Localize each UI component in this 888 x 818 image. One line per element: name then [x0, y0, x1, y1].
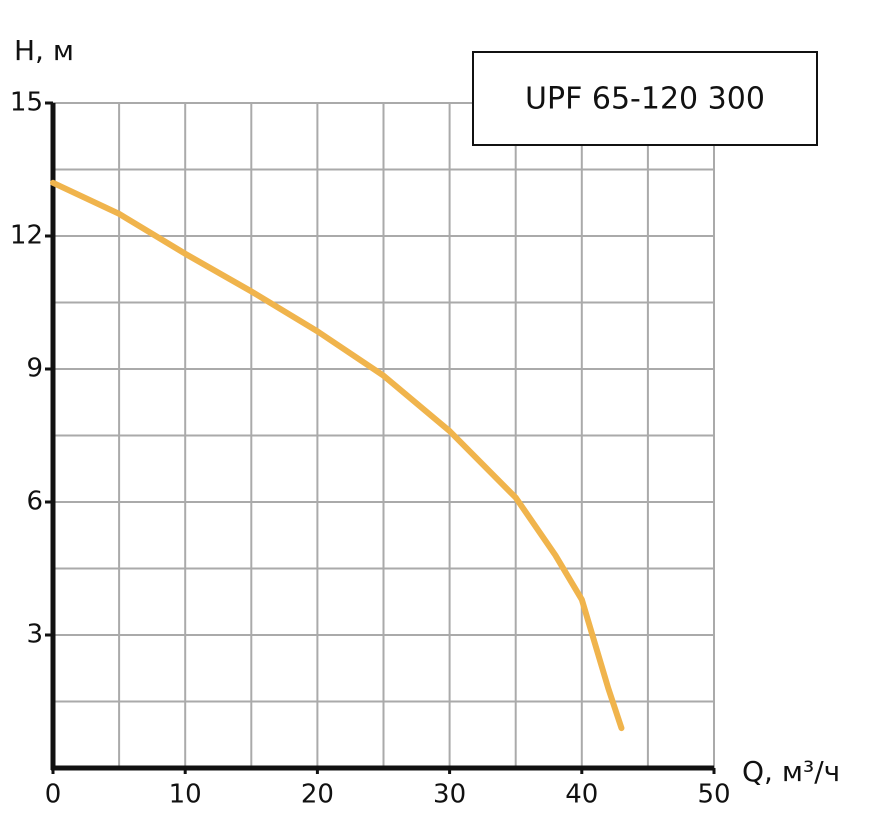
- chart-title: UPF 65-120 300: [525, 82, 765, 117]
- y-tick-label: 9: [26, 354, 43, 384]
- x-tick-label: 40: [565, 780, 598, 810]
- x-tick-label: 30: [433, 780, 466, 810]
- title-box: [472, 51, 818, 146]
- x-tick-label: 10: [169, 780, 202, 810]
- y-tick-label: 15: [10, 88, 43, 118]
- x-tick-label: 0: [45, 780, 62, 810]
- x-tick-label: 20: [301, 780, 334, 810]
- x-axis-label: Q, м³/ч: [742, 755, 840, 788]
- x-tick-label: 50: [697, 780, 730, 810]
- y-tick-label: 6: [26, 487, 43, 517]
- y-tick-label: 3: [26, 620, 43, 650]
- curve: [50, 179, 625, 732]
- y-tick-label: 12: [10, 221, 43, 251]
- y-axis-label: H, м: [14, 34, 74, 67]
